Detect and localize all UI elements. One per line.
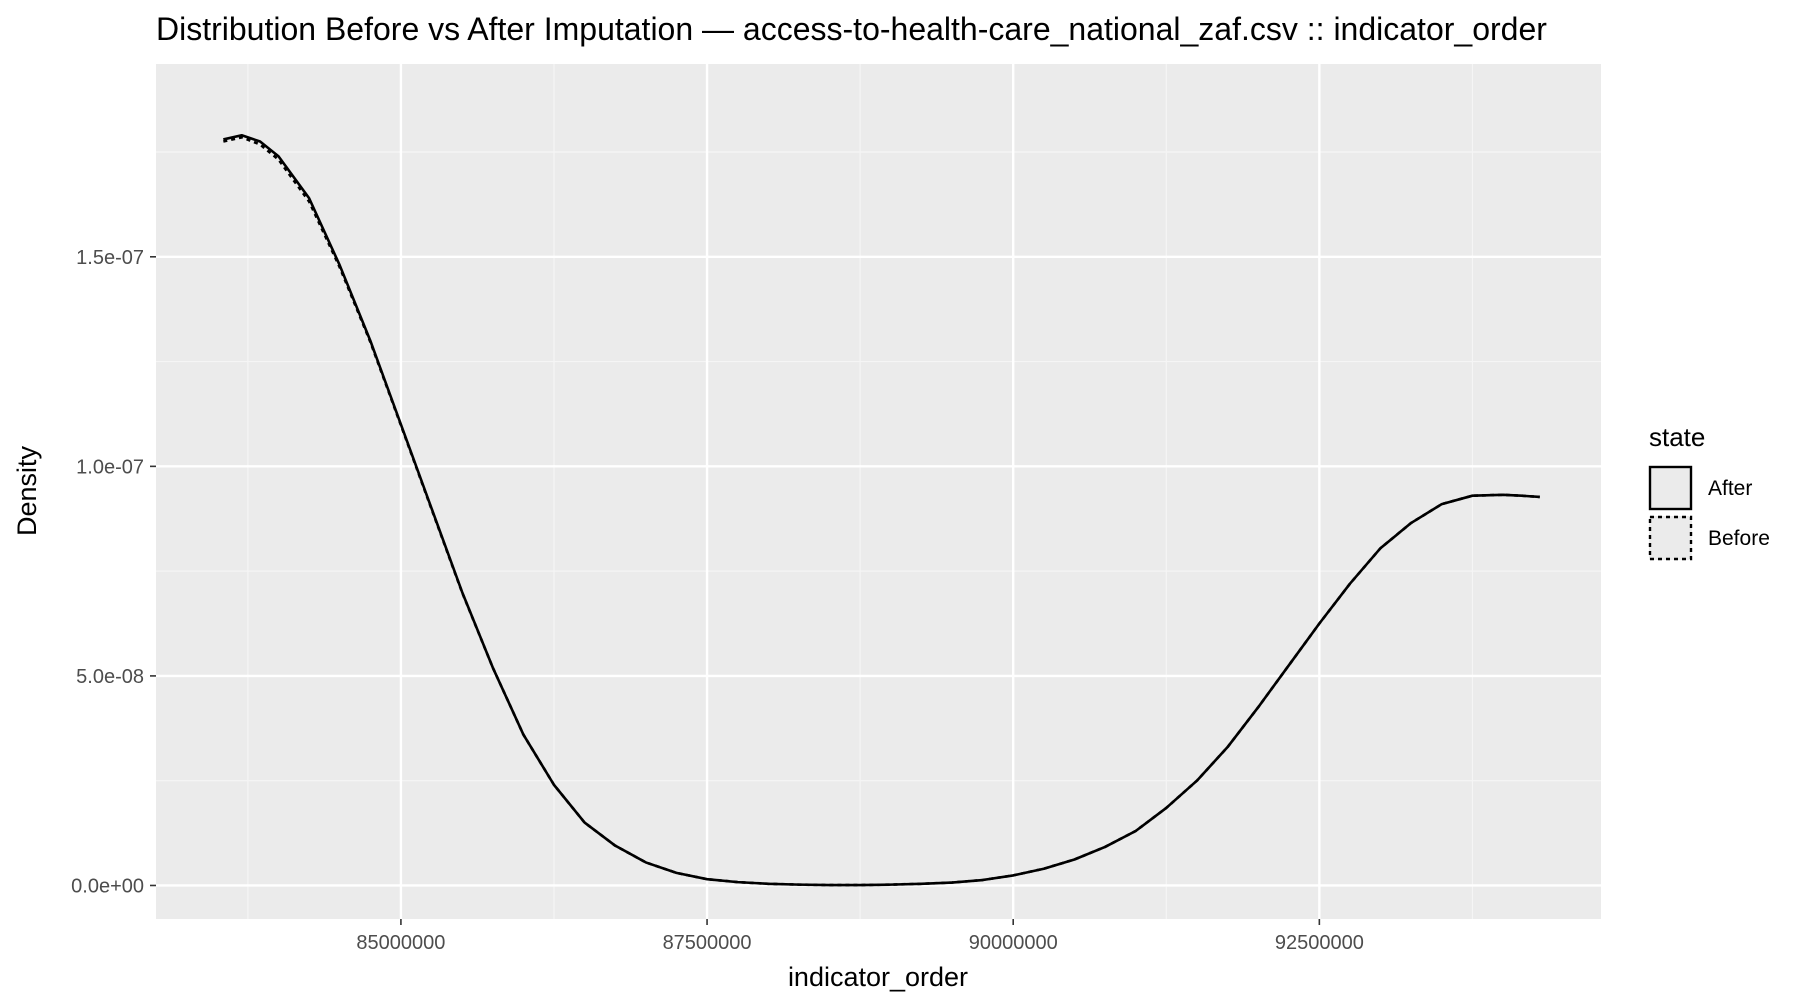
- legend-label-after: After: [1708, 477, 1752, 500]
- x-tick-label: 85000000: [356, 932, 445, 954]
- legend-items: After Before: [1648, 465, 1770, 561]
- y-tick-label: 1.5e-07: [76, 247, 144, 269]
- y-tick-label: 1.0e-07: [76, 456, 144, 478]
- legend-title: state: [1649, 422, 1705, 452]
- legend-key-background: [1649, 466, 1692, 510]
- legend-key-background: [1649, 516, 1692, 560]
- legend-key-swatch: [1648, 465, 1693, 511]
- y-axis: 0.0e+00 5.0e-08 1.0e-07 1.5e-07: [71, 247, 156, 897]
- y-tick-label: 5.0e-08: [76, 666, 144, 688]
- grid-minor-lines: [156, 64, 1601, 919]
- legend-key-after: [1648, 465, 1693, 511]
- legend: state After Before: [1648, 422, 1770, 561]
- legend-key-before: [1648, 515, 1693, 561]
- x-axis: 85000000 87500000 90000000 92500000: [356, 919, 1364, 954]
- x-axis-title: indicator_order: [788, 962, 968, 992]
- x-tick-label: 92500000: [1275, 932, 1364, 954]
- series-line-after: [223, 133, 1540, 887]
- legend-label-before: Before: [1708, 527, 1770, 550]
- chart-title: Distribution Before vs After Imputation …: [156, 11, 1547, 47]
- series-layer: [223, 133, 1540, 887]
- x-tick-label: 87500000: [663, 932, 752, 954]
- y-axis-title: Density: [12, 445, 42, 536]
- x-tick-label: 90000000: [969, 932, 1058, 954]
- plot-panel: [156, 64, 1601, 919]
- y-tick-label: 0.0e+00: [71, 875, 144, 897]
- legend-key-swatch: [1648, 515, 1693, 561]
